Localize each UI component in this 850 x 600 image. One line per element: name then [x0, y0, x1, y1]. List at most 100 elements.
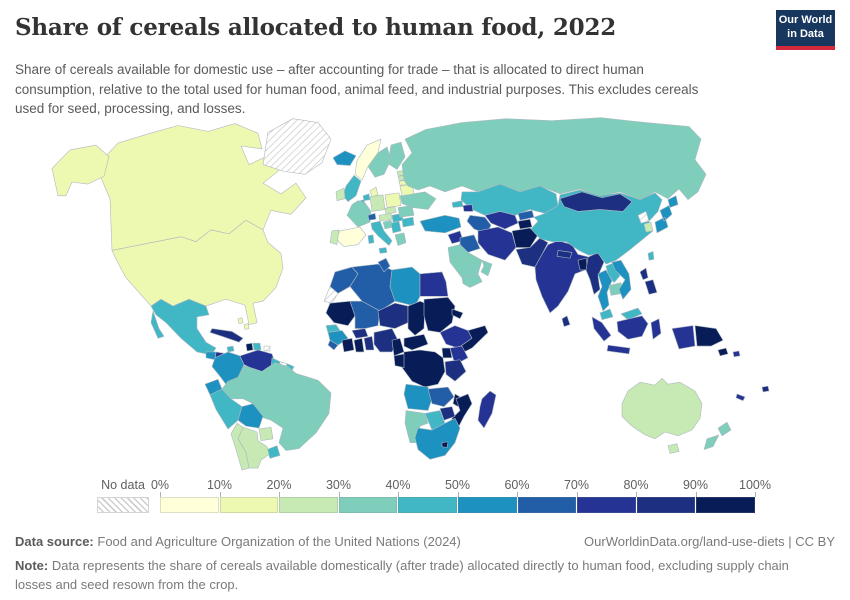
- country-eritrea[interactable]: Eritrea · 90-100%: [451, 308, 464, 320]
- country-denmark[interactable]: Denmark · 10-20%: [369, 186, 379, 198]
- country-uganda[interactable]: Uganda · 90-100%: [441, 347, 453, 359]
- country-italy[interactable]: Italy · 40-50%: [367, 220, 393, 254]
- country-burkina-faso[interactable]: Burkina Faso · 80-90%: [351, 328, 369, 339]
- country-vietnam[interactable]: Vietnam · 50-60%: [611, 259, 632, 300]
- country-dominican-republic[interactable]: Dominican Republic · 40-50%: [252, 342, 262, 351]
- country-puerto-rico[interactable]: Puerto Rico · No data: [263, 345, 271, 352]
- country-somalia[interactable]: Somalia · 90-100%: [457, 325, 489, 353]
- country-paraguay[interactable]: Paraguay · 20-30%: [258, 426, 274, 442]
- country-netherlands[interactable]: Netherlands · 40-50%: [362, 193, 371, 201]
- country-united-kingdom[interactable]: United Kingdom · 40-50%: [342, 175, 362, 202]
- country-central-african-republic[interactable]: Central African Republic · 90-100%: [403, 334, 429, 351]
- country-democratic-republic-of-congo[interactable]: Democratic Republic of Congo · 90-100%: [401, 349, 446, 388]
- country-yemen[interactable]: Yemen · 30-40%: [461, 273, 483, 288]
- country-ivory-coast[interactable]: Ivory Coast · 90-100%: [341, 337, 355, 353]
- country-mexico[interactable]: Mexico · 40-50%: [150, 298, 217, 356]
- country-switzerland[interactable]: Switzerland · 60-70%: [367, 213, 377, 221]
- country-greece[interactable]: Greece · 30-40%: [394, 232, 407, 246]
- country-saudi-arabia[interactable]: Saudi Arabia · 30-40%: [447, 244, 483, 279]
- legend-swatch-30-40%[interactable]: [338, 497, 398, 513]
- country-sri-lanka[interactable]: Sri Lanka · 80-90%: [561, 315, 571, 327]
- footer-link[interactable]: OurWorldinData.org/land-use-diets | CC B…: [584, 534, 835, 549]
- country-chad[interactable]: Chad · 90-100%: [407, 300, 426, 336]
- country-iceland[interactable]: Iceland · 50-60%: [332, 150, 357, 166]
- country-lesotho[interactable]: Lesotho · 90-100%: [441, 441, 449, 448]
- country-turkey[interactable]: Turkey · 50-60%: [419, 215, 462, 234]
- legend-swatch-20-30%[interactable]: [279, 497, 338, 513]
- country-libya[interactable]: Libya · 50-60%: [389, 266, 421, 307]
- country-tunisia[interactable]: Tunisia · 60-70%: [377, 257, 391, 273]
- country-uzbekistan[interactable]: Uzbekistan · 70-80%: [484, 211, 519, 230]
- country-cuba[interactable]: Cuba · 80-90%: [209, 328, 244, 343]
- country-bolivia[interactable]: Bolivia · 50-60%: [237, 403, 264, 429]
- country-georgia[interactable]: Georgia · 40-50%: [451, 200, 464, 208]
- country-bulgaria[interactable]: Bulgaria · 40-50%: [401, 216, 415, 228]
- country-sudan[interactable]: Sudan · 90-100%: [423, 297, 456, 333]
- country-zambia[interactable]: Zambia · 60-70%: [427, 386, 455, 407]
- country-ukraine[interactable]: Ukraine · 30-40%: [399, 191, 437, 210]
- country-nepal[interactable]: Nepal · 80-90%: [556, 250, 573, 259]
- owid-logo[interactable]: Our World in Data: [776, 10, 835, 50]
- country-brazil[interactable]: Brazil · 30-40%: [221, 362, 332, 451]
- legend-swatch-60-70%[interactable]: [517, 497, 577, 513]
- country-fiji[interactable]: Fiji · 80-90%: [761, 385, 770, 393]
- country-spain[interactable]: Spain · 0-10%: [335, 226, 367, 247]
- country-benin[interactable]: Benin · 80-90%: [363, 336, 375, 351]
- country-tanzania[interactable]: Tanzania · 80-90%: [444, 359, 467, 382]
- country-poland[interactable]: Poland · 10-20%: [384, 192, 402, 208]
- country-nigeria[interactable]: Nigeria · 80-90%: [373, 328, 399, 353]
- country-south-africa[interactable]: South Africa · 50-60%: [414, 418, 461, 460]
- country-mongolia[interactable]: Mongolia · 80-90%: [559, 191, 633, 212]
- country-france[interactable]: France · 30-40%: [346, 200, 372, 228]
- country-czechia[interactable]: Czechia · 20-30%: [384, 206, 397, 215]
- country-serbia[interactable]: Serbia · 40-50%: [390, 220, 402, 234]
- country-mauritania[interactable]: Mauritania · 90-100%: [325, 300, 356, 326]
- country-new-zealand[interactable]: New Zealand · 30-40%: [703, 421, 732, 450]
- no-data-swatch[interactable]: [97, 497, 149, 513]
- world-choropleth-map[interactable]: Canada · 10-20%United States · 10-20%Gre…: [0, 106, 850, 472]
- country-zimbabwe[interactable]: Zimbabwe · 80-90%: [439, 406, 456, 421]
- country-north-korea[interactable]: North Korea · No data: [637, 211, 650, 224]
- country-sweden[interactable]: Sweden · 30-40%: [367, 146, 392, 178]
- country-germany[interactable]: Germany · 20-30%: [369, 194, 386, 212]
- country-philippines[interactable]: Philippines · 80-90%: [639, 267, 658, 295]
- country-gabon[interactable]: Gabon · 90-100%: [393, 353, 405, 368]
- country-uruguay[interactable]: Uruguay · 40-50%: [266, 445, 281, 459]
- country-iraq[interactable]: Iraq · 60-70%: [459, 234, 481, 253]
- country-egypt[interactable]: Egypt · 70-80%: [419, 271, 449, 297]
- country-austria[interactable]: Austria · 20-30%: [378, 213, 393, 222]
- country-afghanistan[interactable]: Afghanistan · 90-100%: [511, 227, 539, 248]
- country-finland[interactable]: Finland · 30-40%: [387, 141, 406, 170]
- legend-swatch-90-100%[interactable]: [696, 497, 755, 513]
- country-japan[interactable]: Japan · 50-60%: [654, 195, 679, 234]
- country-tajikistan[interactable]: Tajikistan · 90-100%: [517, 218, 533, 230]
- country-ireland[interactable]: Ireland · 20-30%: [335, 187, 346, 201]
- country-mali[interactable]: Mali · 60-70%: [349, 300, 381, 329]
- country-bahamas[interactable]: Bahamas · 10-20%: [237, 317, 250, 330]
- legend-swatch-80-90%[interactable]: [636, 497, 696, 513]
- country-portugal[interactable]: Portugal · 20-30%: [329, 229, 340, 245]
- country-azerbaijan[interactable]: Azerbaijan · 70-80%: [462, 204, 474, 212]
- country-solomon-islands[interactable]: Solomon Islands · 70-80%: [732, 350, 741, 358]
- legend-swatch-70-80%[interactable]: [577, 497, 636, 513]
- country-oman[interactable]: Oman · 30-40%: [480, 259, 493, 277]
- country-laos[interactable]: Laos · 40-50%: [605, 262, 621, 283]
- country-malaysia[interactable]: Malaysia · 40-50%: [599, 307, 643, 321]
- country-taiwan[interactable]: Taiwan · 40-50%: [647, 251, 655, 261]
- country-haiti[interactable]: Haiti · 90-100%: [245, 342, 254, 352]
- country-papua-new-guinea[interactable]: Papua New Guinea · 90-100%: [694, 325, 729, 357]
- country-romania[interactable]: Romania · 30-40%: [397, 205, 415, 218]
- country-sierra-leone[interactable]: Sierra Leone · 60-70%: [327, 339, 339, 351]
- country-australia[interactable]: Australia · 20-30%: [621, 378, 703, 454]
- country-south-korea[interactable]: South Korea · 20-30%: [643, 221, 654, 233]
- country-pakistan[interactable]: Pakistan · 80-90%: [515, 237, 549, 268]
- country-new-caledonia[interactable]: New Caledonia · 70-80%: [735, 393, 746, 402]
- legend-swatch-40-50%[interactable]: [398, 497, 457, 513]
- country-china[interactable]: China · 40-50%: [530, 189, 663, 265]
- country-madagascar[interactable]: Madagascar · 70-80%: [477, 390, 497, 429]
- legend-swatch-50-60%[interactable]: [457, 497, 517, 513]
- country-greenland[interactable]: Greenland · No data: [262, 118, 332, 175]
- country-ghana[interactable]: Ghana · 90-100%: [353, 337, 365, 353]
- country-iran[interactable]: Iran · 70-80%: [477, 226, 517, 261]
- country-angola[interactable]: Angola · 50-60%: [403, 383, 433, 411]
